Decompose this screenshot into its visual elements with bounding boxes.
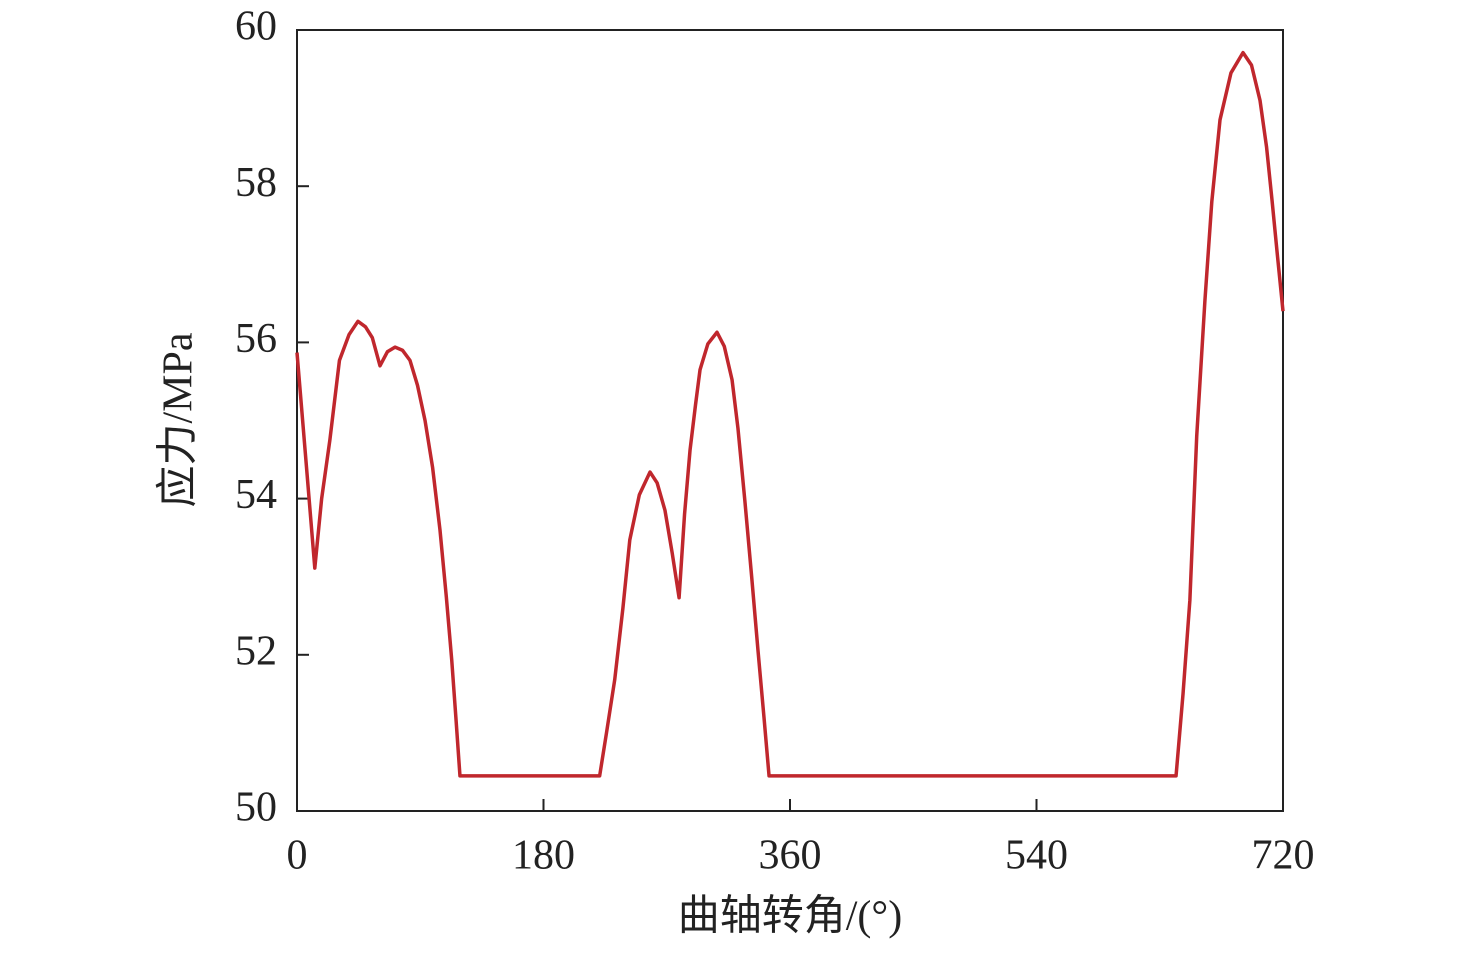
- y-tick-label: 52: [235, 628, 277, 674]
- y-tick-label: 60: [235, 4, 277, 50]
- x-axis-label: 曲轴转角/(°): [678, 894, 902, 940]
- x-tick-label: 180: [512, 833, 575, 879]
- y-tick-label: 50: [235, 785, 277, 831]
- y-tick-label: 56: [235, 316, 277, 362]
- x-tick-label: 540: [1005, 833, 1068, 879]
- x-tick-label: 360: [759, 833, 822, 879]
- plot-frame: [296, 29, 1284, 812]
- y-axis-label: 应力/MPa: [155, 332, 202, 507]
- x-tick-label: 720: [1252, 833, 1315, 879]
- y-tick-label: 54: [235, 472, 277, 518]
- y-tick-label: 58: [235, 160, 277, 206]
- x-tick-label: 0: [287, 833, 308, 879]
- data-line: [295, 50, 1285, 778]
